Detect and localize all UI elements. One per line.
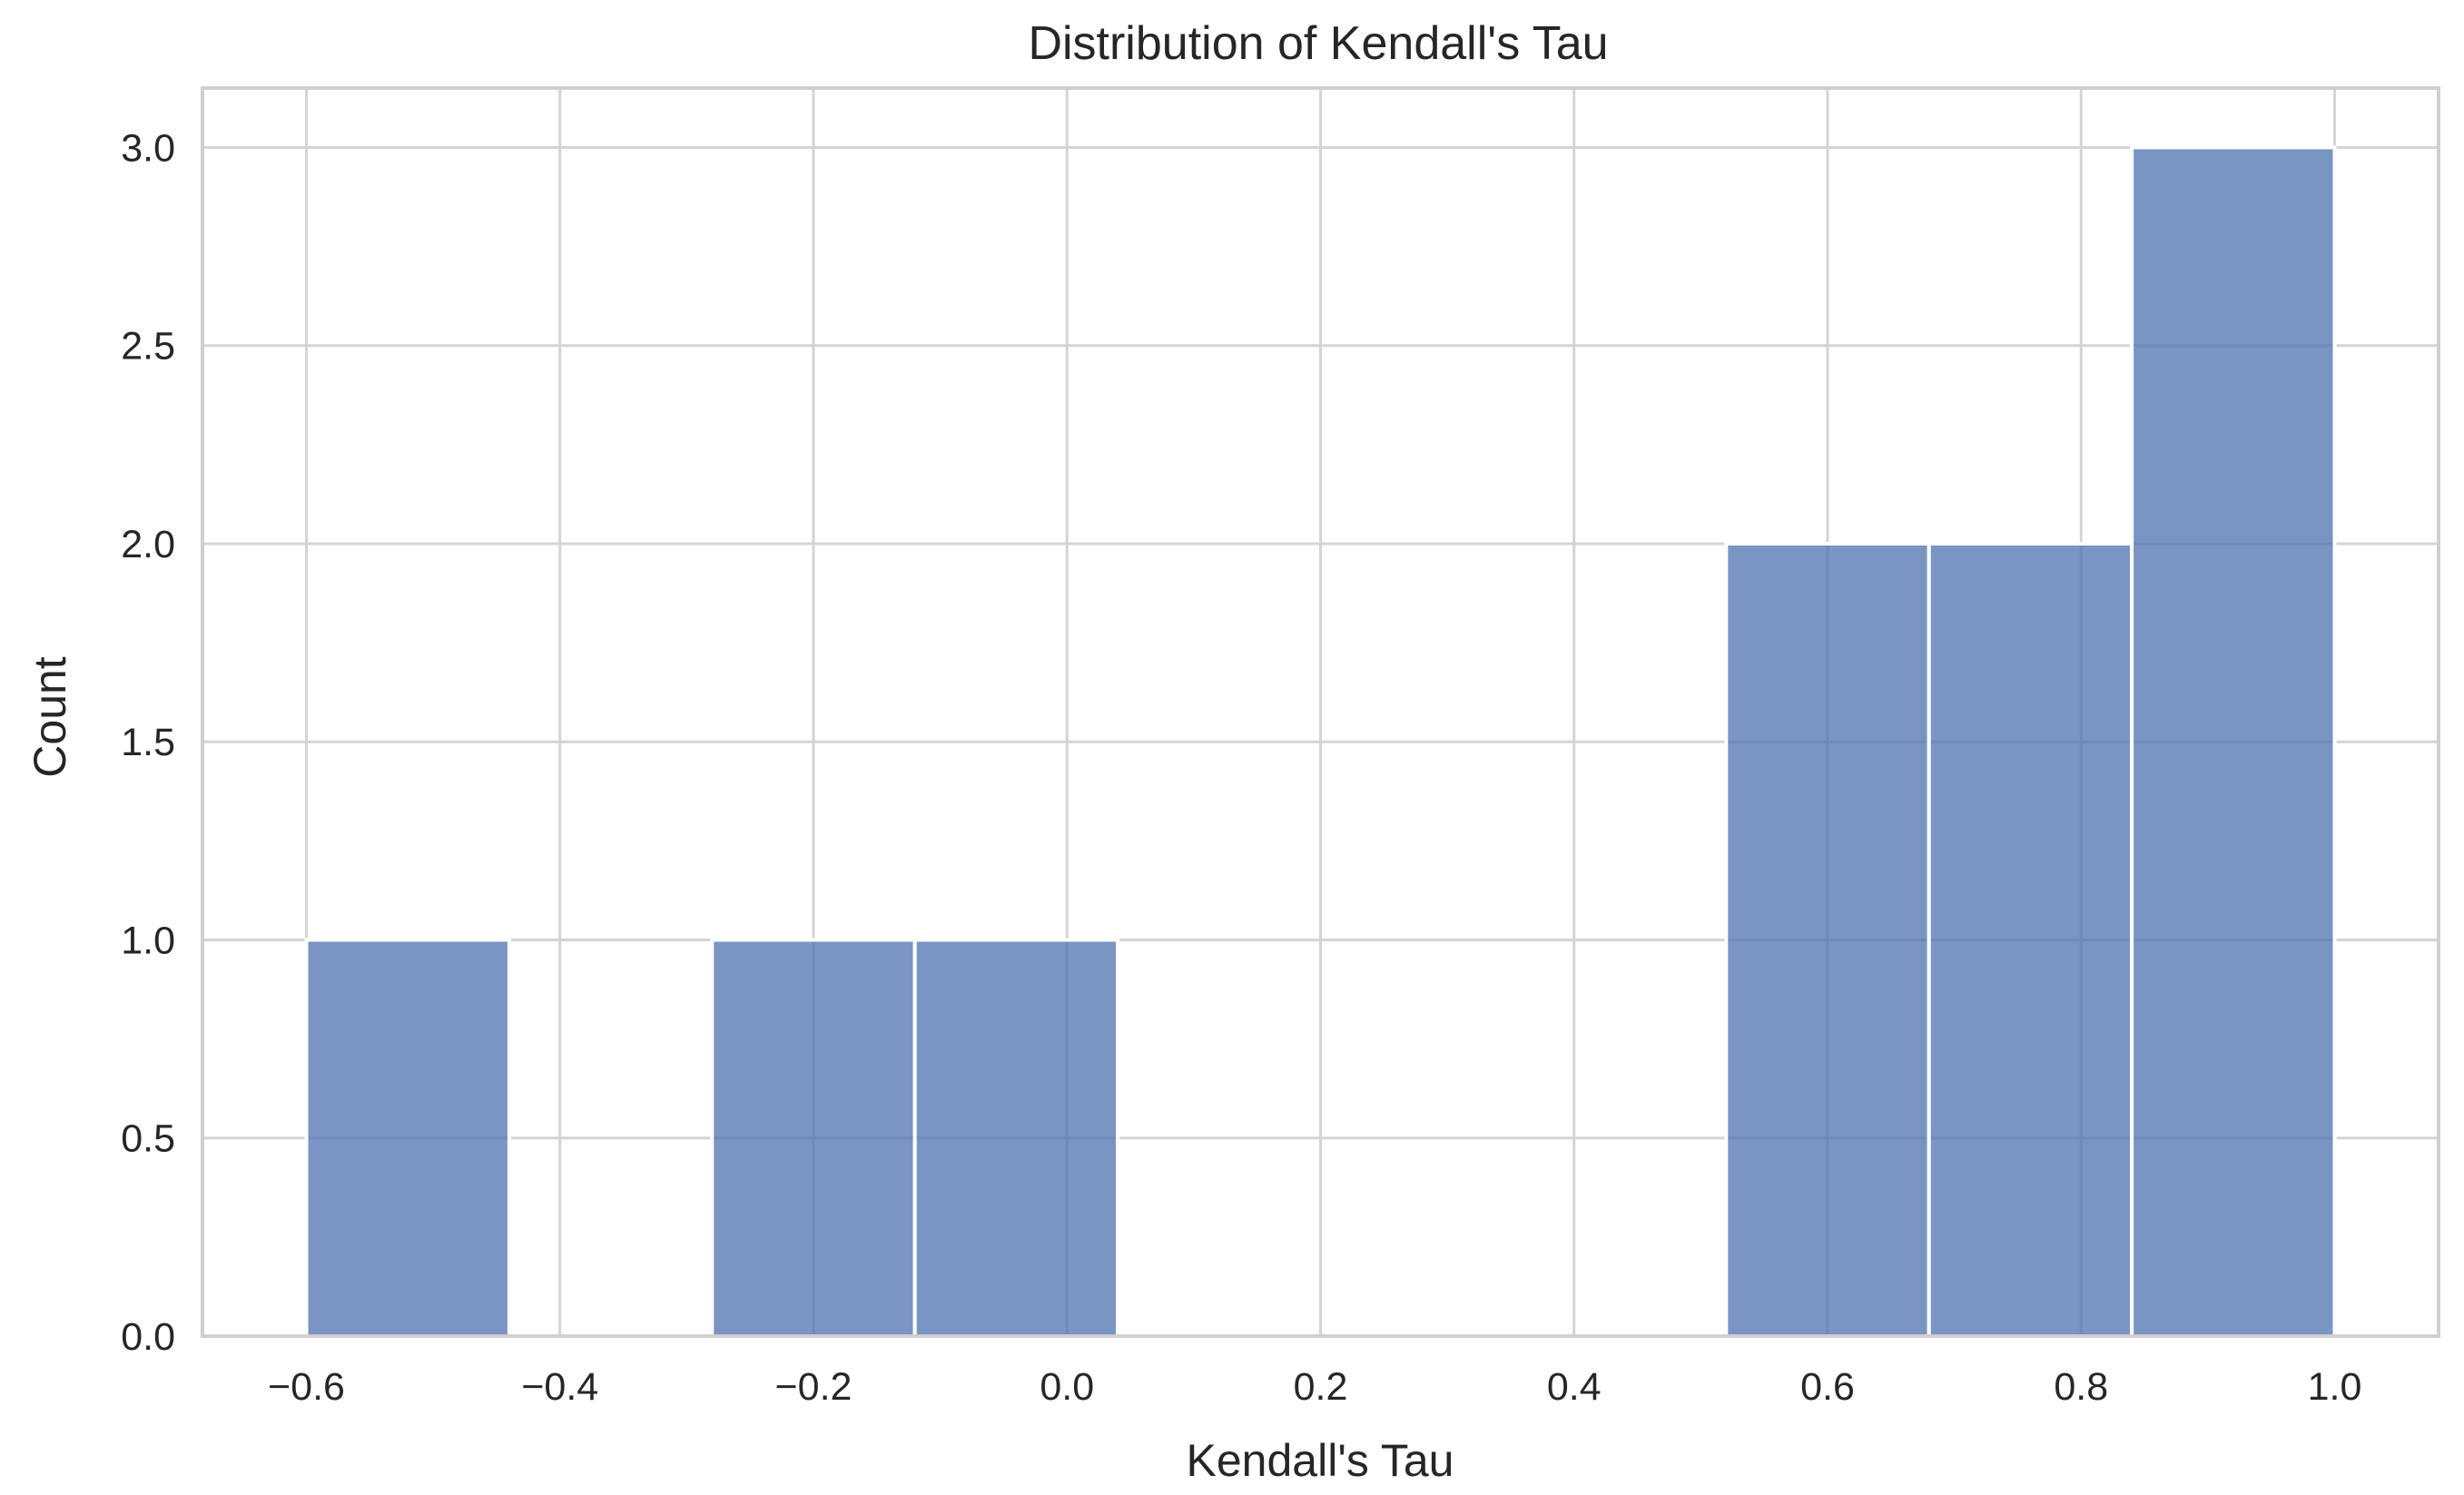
histogram-bar-3 xyxy=(912,938,1120,1338)
y-tick-label-4: 2.0 xyxy=(121,523,175,566)
y-tick-labels: 0.0 0.5 1.0 1.5 2.0 2.5 3.0 xyxy=(121,126,175,1359)
y-tick-label-1: 0.5 xyxy=(121,1117,175,1161)
x-axis-label: Kendall's Tau xyxy=(1187,1435,1454,1486)
histogram-bar-2 xyxy=(710,938,917,1338)
y-tick-label-6: 3.0 xyxy=(121,126,175,170)
y-tick-label-0: 0.0 xyxy=(121,1315,175,1359)
x-tick-label-3: 0.0 xyxy=(1040,1365,1094,1409)
histogram-bar-9 xyxy=(2130,145,2337,1338)
x-tick-label-4: 0.2 xyxy=(1294,1365,1348,1409)
y-tick-label-5: 2.5 xyxy=(121,325,175,369)
x-tick-label-1: −0.4 xyxy=(521,1365,598,1409)
plot-frame xyxy=(201,86,2440,1338)
x-tick-labels: −0.6 −0.4 −0.2 0.0 0.2 0.4 0.6 0.8 1.0 xyxy=(268,1365,2361,1409)
x-tick-label-5: 0.4 xyxy=(1547,1365,1602,1409)
bars xyxy=(304,145,2337,1338)
x-tick-label-0: −0.6 xyxy=(268,1365,345,1409)
histogram-bar-0 xyxy=(304,938,511,1338)
y-tick-label-2: 1.0 xyxy=(121,919,175,962)
x-tick-label-6: 0.6 xyxy=(1800,1365,1855,1409)
x-tick-label-8: 1.0 xyxy=(2308,1365,2362,1409)
histogram-bar-8 xyxy=(1927,541,2134,1338)
chart-title: Distribution of Kendall's Tau xyxy=(1028,17,1608,70)
histogram-bar-7 xyxy=(1724,541,1931,1338)
x-tick-label-7: 0.8 xyxy=(2054,1365,2108,1409)
x-tick-label-2: −0.2 xyxy=(775,1365,853,1409)
y-tick-label-3: 1.5 xyxy=(121,721,175,764)
y-axis-label: Count xyxy=(25,656,75,778)
